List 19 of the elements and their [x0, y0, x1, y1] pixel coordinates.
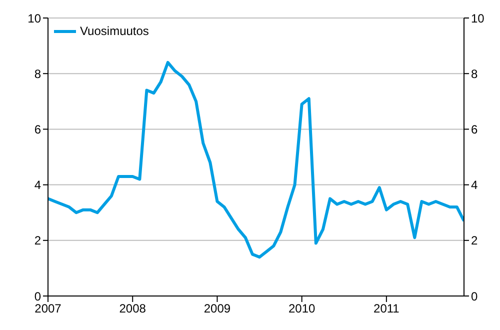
legend-label: Vuosimuutos: [80, 24, 149, 38]
y2-tick-label: 2: [471, 234, 478, 248]
x-tick-label: 2007: [34, 302, 62, 316]
y-tick-label: 6: [34, 122, 42, 136]
y-tick-label: 10: [28, 11, 42, 26]
y2-tick-label: 4: [471, 178, 478, 192]
x-tick-label: 2009: [204, 302, 231, 316]
y2-tick-label: 10: [471, 11, 485, 26]
y2-tick-label: 0: [471, 289, 478, 304]
y-tick-label: 4: [34, 178, 42, 192]
x-tick-label: 2010: [288, 302, 316, 316]
x-tick-label: 2011: [374, 302, 400, 316]
y-tick-label: 8: [34, 66, 42, 81]
y2-tick-label: 6: [471, 122, 478, 136]
line-series: [48, 60, 464, 259]
y-tick-label: 0: [34, 289, 42, 304]
y2-tick-label: 8: [471, 66, 478, 81]
y-tick-label: 2: [34, 234, 42, 248]
x-tick-label: 2008: [119, 302, 146, 316]
